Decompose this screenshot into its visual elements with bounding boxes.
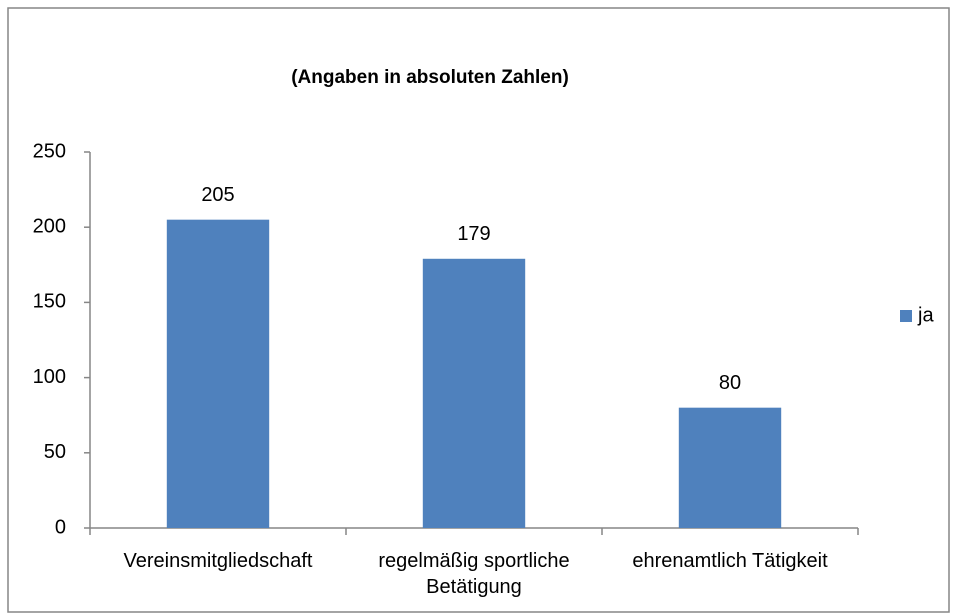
bar: [678, 407, 782, 528]
y-tick-label: 100: [33, 366, 66, 388]
data-label: 179: [457, 223, 490, 245]
legend-label: ja: [917, 304, 934, 326]
y-tick-label: 50: [44, 441, 66, 463]
chart-title: (Angaben in absoluten Zahlen): [291, 67, 569, 88]
data-label: 80: [719, 372, 741, 394]
y-tick-label: 250: [33, 140, 66, 162]
y-tick-label: 200: [33, 215, 66, 237]
data-label: 205: [201, 184, 234, 206]
x-tick-label: regelmäßig sportliche Betätigung: [378, 550, 570, 598]
bar: [422, 258, 526, 528]
x-tick-label: Vereinsmitgliedschaft: [123, 550, 313, 572]
legend-swatch: [900, 310, 912, 322]
y-tick-label: 0: [55, 516, 66, 538]
bar: [166, 219, 270, 528]
x-tick-label: ehrenamtlich Tätigkeit: [632, 550, 828, 572]
y-tick-label: 150: [33, 291, 66, 313]
